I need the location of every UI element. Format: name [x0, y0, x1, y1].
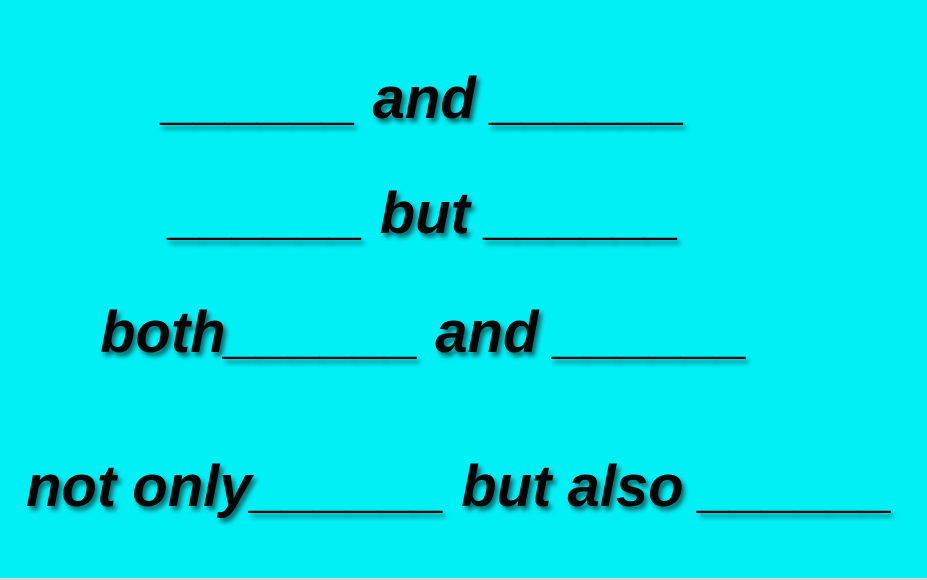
- pattern-not-only-but-also: not only______ but also ______: [26, 454, 894, 519]
- bottom-edge-strip: [0, 578, 927, 580]
- pattern-but: ______ but ______: [170, 181, 680, 246]
- pattern-and: ______ and ______: [163, 66, 686, 131]
- pattern-both-and: both______ and ______: [100, 300, 749, 365]
